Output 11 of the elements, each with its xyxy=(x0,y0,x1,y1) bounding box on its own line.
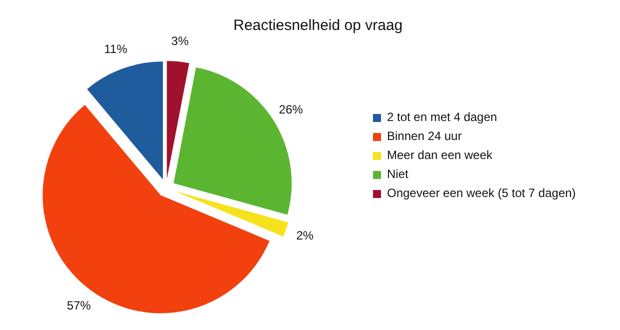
data-label: 3% xyxy=(171,34,189,48)
legend-label: Ongeveer een week (5 tot 7 dagen) xyxy=(387,186,576,200)
legend-label: 2 tot en met 4 dagen xyxy=(387,110,498,124)
data-label: 26% xyxy=(278,102,304,117)
data-label: 57% xyxy=(66,298,92,313)
legend-label: Niet xyxy=(387,167,410,182)
chart-title: Reactiesnelheid op vraag xyxy=(233,17,403,34)
data-label: 11% xyxy=(104,42,128,56)
legend-label: Meer dan een week xyxy=(387,148,494,162)
legend-label: Binnen 24 uur xyxy=(387,129,462,144)
data-label: 2% xyxy=(296,228,314,242)
